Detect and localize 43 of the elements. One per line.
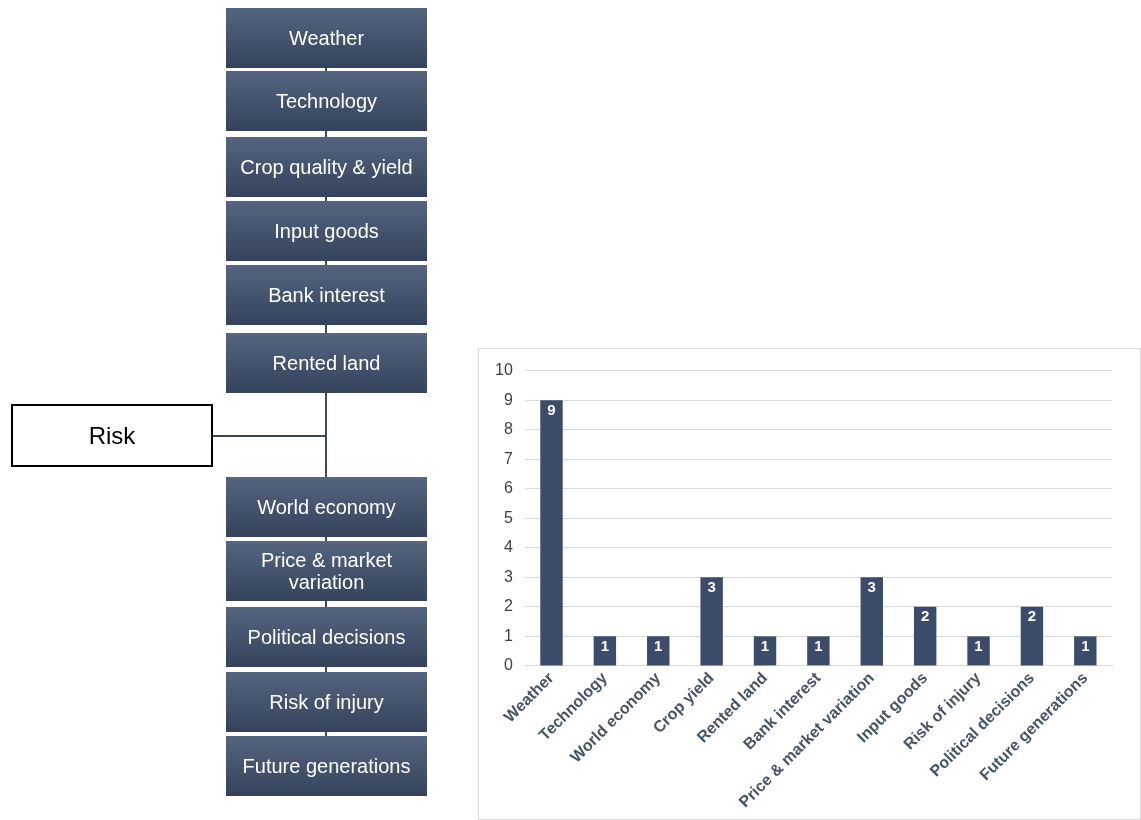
text: Risk: [11, 404, 213, 467]
bar: [860, 577, 883, 666]
data-label: 1: [654, 637, 663, 654]
y-tick-label: 2: [503, 597, 513, 615]
bar: [807, 636, 830, 666]
text: Rented land: [226, 333, 427, 393]
y-tick-label: 10: [495, 361, 513, 379]
bar: [913, 606, 937, 666]
y-tick-label: 6: [503, 479, 513, 497]
y-tick-label: 3: [503, 567, 513, 585]
text: Price & market variation: [226, 541, 427, 601]
y-tick-label: 8: [503, 420, 513, 438]
y-tick-label: 9: [503, 390, 513, 408]
bar: [753, 636, 777, 666]
data-label: 1: [974, 637, 983, 654]
data-label: 2: [920, 607, 930, 625]
bar: [1020, 606, 1044, 666]
y-tick-label: 5: [503, 508, 513, 526]
text: Bank interest: [226, 265, 427, 325]
y-tick-label: 0: [503, 656, 513, 674]
data-label: 1: [814, 637, 823, 654]
data-label: 1: [760, 637, 770, 654]
text: Political decisions: [226, 607, 427, 667]
bar: [647, 636, 670, 666]
bar: [593, 636, 617, 666]
data-label: 2: [1027, 607, 1037, 625]
y-tick-label: 1: [503, 626, 513, 644]
text: Crop quality & yield: [226, 137, 427, 197]
y-tick-label: 7: [503, 449, 513, 467]
data-label: 3: [707, 577, 716, 595]
data-label: 1: [1081, 637, 1090, 654]
text: Weather: [226, 8, 427, 68]
text: World economy: [226, 477, 427, 537]
bar: [967, 636, 990, 666]
text: Technology: [226, 71, 427, 131]
bar: [540, 400, 563, 666]
y-tick-label: 4: [503, 538, 513, 556]
data-label: 3: [867, 577, 876, 595]
text: Input goods: [226, 201, 427, 261]
bar: [1074, 636, 1097, 666]
bar: [700, 577, 723, 666]
data-label: 9: [547, 400, 556, 418]
data-label: 1: [600, 637, 610, 654]
